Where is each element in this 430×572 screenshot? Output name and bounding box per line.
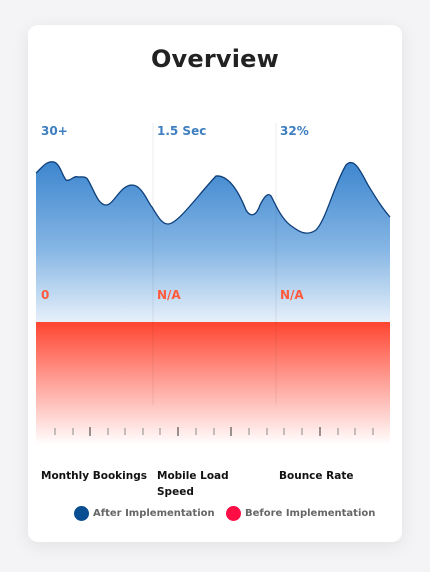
monthly-bookings-before-value: 0 xyxy=(41,288,50,302)
card-title: Overview xyxy=(150,45,280,73)
legend-label-before: Before Implementation xyxy=(245,507,376,519)
after-implementation-area xyxy=(36,161,390,322)
legend-label-after: After Implementation xyxy=(93,507,215,519)
monthly-bookings-after-value: 30+ xyxy=(41,124,68,138)
mobile-load-speed-before-value: N/A xyxy=(157,288,181,302)
overview-card: Overview xyxy=(28,25,402,542)
mobile-load-speed-label: Mobile Load Speed xyxy=(157,470,229,498)
overview-chart xyxy=(35,123,391,445)
monthly-bookings-label: Monthly Bookings xyxy=(41,470,147,482)
mobile-load-speed-after-value: 1.5 Sec xyxy=(157,124,207,138)
bounce-rate-label: Bounce Rate xyxy=(279,470,354,482)
legend-after-implementation: After Implementation xyxy=(74,504,215,522)
before-implementation-area xyxy=(36,322,390,445)
bounce-rate-after-value: 32% xyxy=(280,124,309,138)
timeline-ticks xyxy=(54,427,374,436)
before-implementation-swatch xyxy=(226,505,241,521)
chart-legend: After Implementation Before Implementati… xyxy=(28,504,402,522)
legend-before-implementation: Before Implementation xyxy=(226,504,375,522)
bounce-rate-before-value: N/A xyxy=(280,288,304,302)
after-implementation-line xyxy=(35,161,391,234)
after-implementation-swatch xyxy=(74,505,89,521)
